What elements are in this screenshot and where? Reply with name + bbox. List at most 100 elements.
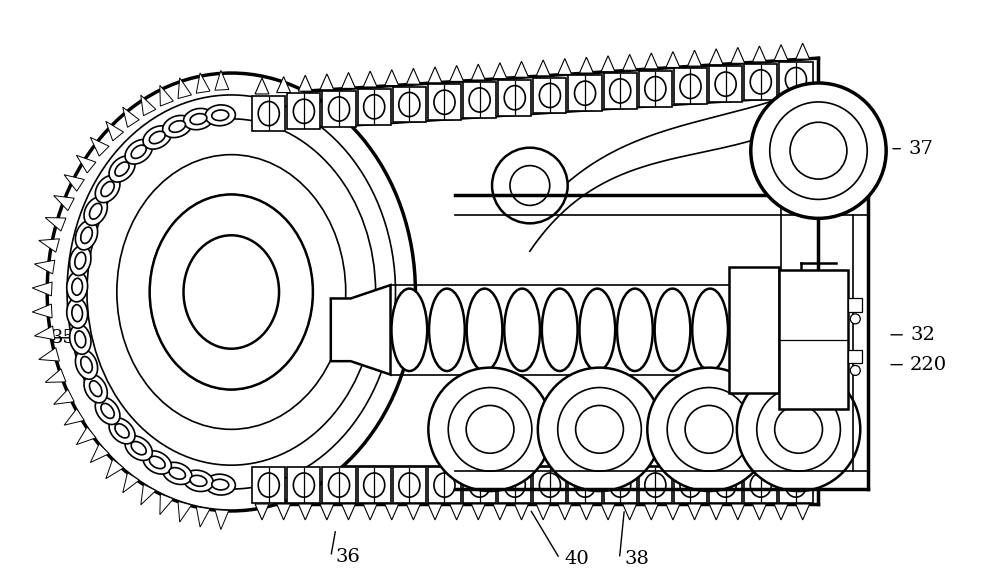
FancyBboxPatch shape <box>568 75 602 111</box>
FancyBboxPatch shape <box>674 68 707 105</box>
Polygon shape <box>342 72 355 88</box>
Ellipse shape <box>75 221 98 250</box>
Ellipse shape <box>205 474 235 495</box>
Circle shape <box>538 368 661 491</box>
Polygon shape <box>428 504 442 520</box>
Polygon shape <box>644 53 658 69</box>
Polygon shape <box>774 504 788 520</box>
Polygon shape <box>215 71 229 90</box>
Ellipse shape <box>81 227 92 244</box>
Ellipse shape <box>47 73 415 511</box>
Polygon shape <box>515 61 528 77</box>
Ellipse shape <box>785 68 806 92</box>
Ellipse shape <box>539 473 560 497</box>
Text: 32: 32 <box>910 326 935 344</box>
Polygon shape <box>141 95 156 116</box>
Circle shape <box>751 83 886 218</box>
Polygon shape <box>752 504 766 520</box>
Ellipse shape <box>329 473 350 497</box>
Ellipse shape <box>399 92 420 117</box>
FancyBboxPatch shape <box>779 467 813 503</box>
Circle shape <box>737 368 860 491</box>
Polygon shape <box>76 427 96 444</box>
Polygon shape <box>32 282 52 296</box>
Polygon shape <box>752 46 766 62</box>
Polygon shape <box>406 504 420 520</box>
Polygon shape <box>160 494 173 515</box>
Ellipse shape <box>101 404 114 418</box>
Polygon shape <box>731 504 745 520</box>
Ellipse shape <box>655 288 690 371</box>
Ellipse shape <box>469 88 490 112</box>
Ellipse shape <box>81 356 92 373</box>
Ellipse shape <box>149 456 165 468</box>
Polygon shape <box>141 484 156 505</box>
Ellipse shape <box>293 99 314 123</box>
Polygon shape <box>45 369 66 383</box>
Ellipse shape <box>715 72 736 96</box>
Circle shape <box>492 148 568 223</box>
Ellipse shape <box>125 436 152 460</box>
Polygon shape <box>731 47 745 63</box>
Polygon shape <box>493 62 507 79</box>
Ellipse shape <box>150 194 313 390</box>
Ellipse shape <box>645 473 666 497</box>
FancyBboxPatch shape <box>744 64 777 100</box>
Ellipse shape <box>84 197 107 225</box>
Polygon shape <box>796 43 810 59</box>
Ellipse shape <box>163 116 192 138</box>
FancyBboxPatch shape <box>252 96 285 131</box>
FancyBboxPatch shape <box>463 467 496 503</box>
Ellipse shape <box>125 140 152 164</box>
Polygon shape <box>536 504 550 520</box>
Polygon shape <box>64 409 84 425</box>
Ellipse shape <box>750 69 771 94</box>
Ellipse shape <box>785 473 806 497</box>
Ellipse shape <box>610 79 631 103</box>
FancyBboxPatch shape <box>639 467 672 503</box>
Ellipse shape <box>680 473 701 497</box>
Polygon shape <box>298 75 312 91</box>
Ellipse shape <box>67 272 88 302</box>
Polygon shape <box>558 504 572 520</box>
Circle shape <box>428 368 552 491</box>
Polygon shape <box>123 107 139 127</box>
Ellipse shape <box>183 470 213 492</box>
Polygon shape <box>450 504 464 520</box>
FancyBboxPatch shape <box>322 91 356 127</box>
Polygon shape <box>90 137 109 156</box>
Polygon shape <box>34 326 55 340</box>
Ellipse shape <box>84 374 107 403</box>
Ellipse shape <box>434 473 455 497</box>
Ellipse shape <box>329 97 350 121</box>
Polygon shape <box>90 444 109 463</box>
Ellipse shape <box>143 451 171 474</box>
FancyBboxPatch shape <box>498 467 531 503</box>
Polygon shape <box>363 71 377 87</box>
Polygon shape <box>774 44 788 61</box>
Polygon shape <box>601 55 615 72</box>
FancyBboxPatch shape <box>393 467 426 503</box>
FancyBboxPatch shape <box>639 71 672 107</box>
Polygon shape <box>178 502 191 522</box>
Ellipse shape <box>575 473 596 497</box>
Polygon shape <box>277 77 291 93</box>
Ellipse shape <box>542 288 578 371</box>
Polygon shape <box>32 304 52 318</box>
Polygon shape <box>471 504 485 520</box>
Ellipse shape <box>575 81 596 105</box>
FancyBboxPatch shape <box>709 467 742 503</box>
Ellipse shape <box>617 288 653 371</box>
FancyBboxPatch shape <box>568 467 602 503</box>
FancyBboxPatch shape <box>674 467 707 503</box>
Ellipse shape <box>212 479 229 490</box>
Polygon shape <box>666 504 680 520</box>
FancyBboxPatch shape <box>287 467 320 503</box>
FancyBboxPatch shape <box>533 467 566 503</box>
Polygon shape <box>196 73 210 93</box>
Ellipse shape <box>258 473 279 497</box>
Polygon shape <box>331 285 391 374</box>
Ellipse shape <box>692 288 728 371</box>
Text: 37: 37 <box>908 140 933 158</box>
FancyBboxPatch shape <box>287 93 320 129</box>
